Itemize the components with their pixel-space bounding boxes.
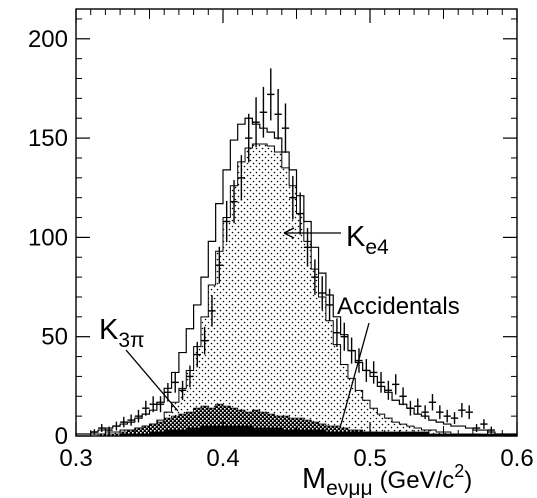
data-point [436,405,444,420]
data-point [450,412,459,425]
x-tick-label: 0.6 [500,445,533,472]
data-point [370,361,378,384]
accidentals-label: Accidentals [337,293,460,320]
series-total-mc-outline [75,117,518,436]
data-point [127,414,135,426]
data-point [325,288,334,322]
data-point [362,359,370,382]
x-axis-label-unit: (GeV/c [380,467,455,494]
x-tick-label: 0.4 [206,445,239,472]
data-point [487,426,495,434]
x-tick-label: 0.3 [59,445,92,472]
y-tick-label: 0 [55,423,68,450]
annotation-k3pi: K3π [99,314,179,412]
data-point [458,403,466,418]
data-point [274,88,282,140]
data-point [223,200,231,243]
data-point [149,396,157,413]
data-point [333,318,341,348]
x-axis-label-close: ) [464,467,472,494]
data-point [193,341,201,368]
x-axis-label-superscript: 2 [454,461,464,481]
data-point [230,180,238,224]
data-point [267,68,275,121]
k3pi-label: K3π [99,314,145,352]
ke4-label-subscript: e4 [365,236,389,259]
data-point [421,405,429,420]
ke4-label-base: K [346,221,366,253]
x-axis-label: Meνμμ (GeV/c2) [302,461,472,498]
data-point [215,246,223,284]
axis-ticks: 0.3 0.4 0.5 0.6 0 50 100 150 200 [28,9,534,472]
data-point [392,374,400,395]
k3pi-label-base: K [99,314,119,346]
data-point [252,97,260,148]
data-point [414,398,422,414]
data-point [289,175,297,220]
data-point [178,380,187,400]
data-point [311,259,319,295]
data-point [480,419,488,429]
data-point [303,227,312,267]
data-point [377,372,385,393]
data-point [105,426,113,434]
data-point [90,429,99,435]
series-ke4-histogram [76,143,517,437]
y-tick-label: 50 [41,324,68,351]
ke4-arrowhead [283,227,295,239]
data-point [296,192,304,235]
data-point [245,113,253,163]
data-point [98,424,106,433]
data-point [472,424,481,433]
k3pi-pointer-line [125,349,179,412]
annotation-accidentals: Accidentals [337,293,460,429]
annotation-ke4: Ke4 [283,221,389,259]
data-point [318,276,326,310]
accidentals-pointer-line [339,322,370,429]
data-point [406,400,415,416]
data-point [171,372,179,393]
data-point [340,322,348,351]
data-point [259,86,268,138]
data-point [399,387,407,406]
plot-series [75,68,518,437]
y-tick-label: 200 [28,26,68,53]
data-point [281,103,290,153]
data-point [443,409,451,423]
data-point [142,400,150,416]
data-point [186,365,194,388]
data-point [156,396,165,413]
x-tick-label: 0.5 [353,445,386,472]
data-point [120,416,128,428]
data-point [237,155,246,201]
data-point [384,380,393,400]
y-tick-label: 150 [28,125,68,152]
ke4-label: Ke4 [346,221,389,259]
data-point [208,295,216,327]
x-axis-label-subscript: eνμμ [326,477,372,498]
data-point [347,337,356,364]
data-point [112,421,121,431]
k3pi-label-subscript: 3π [118,329,144,352]
y-tick-label: 100 [28,224,68,251]
x-axis-label-base: M [302,463,326,495]
data-point [428,394,437,411]
data-point [465,405,473,420]
data-point [200,326,209,355]
data-point [134,409,143,423]
